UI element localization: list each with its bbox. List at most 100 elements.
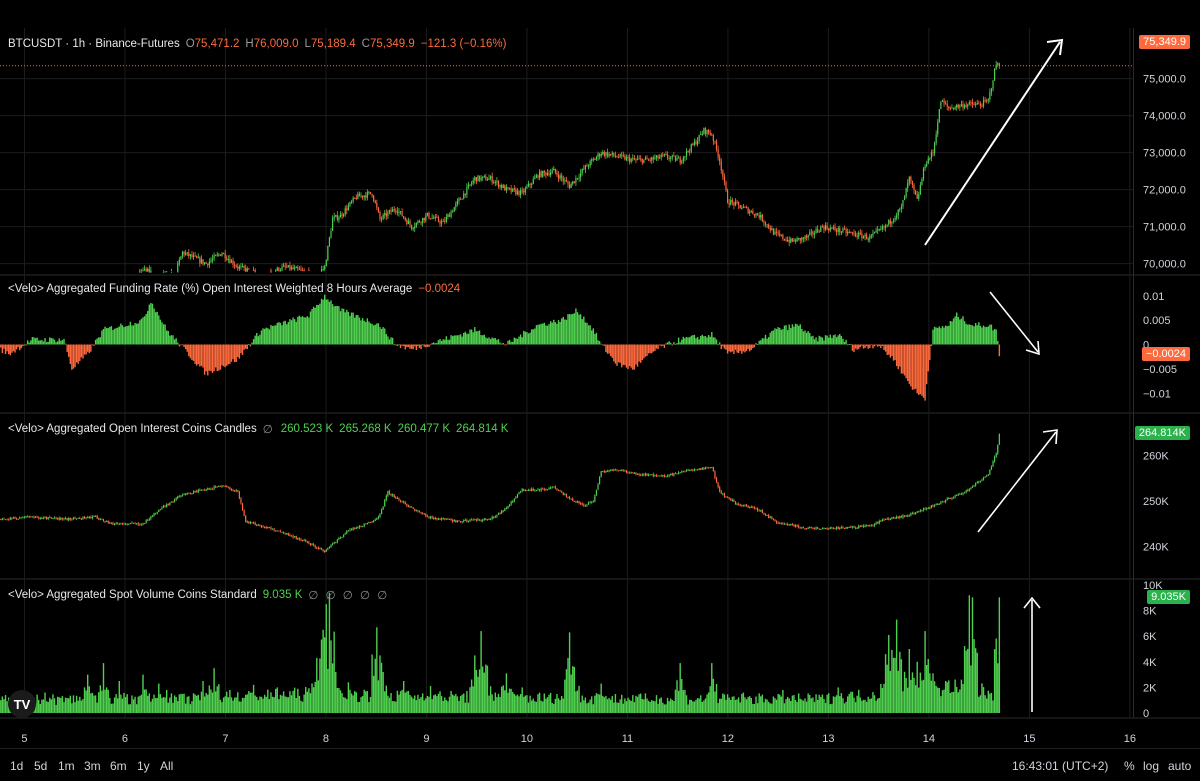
- funding-bar: [690, 335, 692, 345]
- oi-title[interactable]: <Velo> Aggregated Open Interest Coins Ca…: [8, 423, 257, 435]
- volume-bar: [218, 684, 220, 713]
- log-toggle[interactable]: log: [1143, 759, 1160, 773]
- volume-bar: [633, 702, 636, 713]
- volume-bar: [102, 663, 105, 713]
- price-candle-body: [194, 255, 196, 257]
- funding-bar: [687, 337, 689, 345]
- oi-candle-body: [175, 498, 177, 500]
- funding-bar: [703, 336, 705, 345]
- timeframe-1d[interactable]: 1d: [10, 759, 24, 773]
- funding-bar: [494, 338, 497, 345]
- volume-bar: [341, 693, 343, 713]
- funding-bar: [933, 326, 936, 345]
- symbol-title[interactable]: BTCUSDT · 1h · Binance-Futures: [8, 38, 180, 50]
- volume-bar: [137, 696, 139, 713]
- price-candle-body: [226, 258, 228, 260]
- price-candle-body: [708, 130, 710, 133]
- price-candle-body: [837, 228, 839, 232]
- annotation-arrowhead: [1023, 596, 1041, 609]
- clock-time[interactable]: 16:43:01 (UTC+2): [1012, 759, 1109, 773]
- funding-bar: [342, 308, 345, 345]
- timeframe-3m[interactable]: 3m: [84, 759, 101, 773]
- volume-bar: [463, 693, 465, 713]
- oi-candle-body: [614, 469, 617, 471]
- price-candle-body: [415, 222, 417, 227]
- funding-bar: [718, 342, 721, 345]
- price-candle-body: [455, 203, 457, 208]
- oi-candle-body: [82, 517, 84, 519]
- price-candle-body: [733, 202, 735, 206]
- timeframe-all[interactable]: All: [160, 759, 174, 773]
- volume-bar: [259, 696, 261, 713]
- price-candle-body: [678, 157, 680, 159]
- funding-bar: [693, 334, 696, 345]
- funding-bar: [873, 344, 876, 347]
- oi-candle-body: [561, 491, 563, 493]
- oi-candle-body: [943, 501, 945, 503]
- volume-bar: [211, 692, 214, 713]
- timeframe-1y[interactable]: 1y: [137, 759, 150, 773]
- funding-bar: [526, 332, 528, 345]
- funding-bar: [396, 344, 399, 347]
- price-candle-body: [532, 179, 534, 184]
- price-candle-body: [139, 270, 141, 273]
- volume-empty-values: ∅ ∅ ∅ ∅ ∅: [308, 590, 390, 602]
- volume-bar: [317, 680, 320, 713]
- volume-bar: [456, 696, 459, 713]
- oi-candle-body: [962, 492, 964, 495]
- oi-candle-body: [240, 498, 242, 504]
- volume-bar: [703, 700, 705, 713]
- oi-candle-body: [407, 505, 410, 507]
- oi-candle-body: [140, 524, 143, 526]
- oi-candle-body: [371, 521, 373, 523]
- volume-bar: [767, 701, 770, 713]
- oi-candle-body: [344, 533, 346, 535]
- funding-bar: [771, 330, 773, 345]
- price-candle-body: [611, 152, 613, 155]
- funding-bar: [974, 323, 977, 345]
- oi-candle-body: [197, 490, 199, 493]
- funding-bar: [608, 344, 610, 354]
- percent-toggle[interactable]: %: [1124, 759, 1135, 773]
- funding-title[interactable]: <Velo> Aggregated Funding Rate (%) Open …: [8, 283, 413, 295]
- price-candle-body: [951, 107, 953, 109]
- price-candle-body: [736, 201, 738, 203]
- auto-toggle[interactable]: auto: [1168, 759, 1192, 773]
- timeframe-1m[interactable]: 1m: [58, 759, 75, 773]
- volume-bar: [335, 672, 337, 713]
- volume-bar: [726, 694, 729, 713]
- funding-bar: [224, 344, 226, 368]
- price-candle-body: [798, 237, 800, 239]
- volume-bar: [603, 697, 606, 713]
- funding-bar: [244, 344, 247, 349]
- chart-canvas[interactable]: 5 6 7 8 9 10 11 12 13 14 15 1675,000.074,000.073,00…: [0, 0, 1200, 748]
- price-candle-body: [862, 236, 865, 239]
- price-candle-body: [715, 141, 718, 150]
- funding-bar: [71, 344, 73, 370]
- oi-candle-body: [58, 517, 60, 520]
- oi-candle-body: [858, 525, 860, 528]
- volume-bar: [172, 702, 174, 713]
- timeframe-6m[interactable]: 6m: [110, 759, 127, 773]
- price-candle-body: [360, 195, 362, 197]
- volume-bar: [243, 697, 245, 713]
- funding-bar: [483, 334, 485, 345]
- oi-candle-body: [477, 519, 479, 521]
- timeframe-5d[interactable]: 5d: [34, 759, 48, 773]
- volume-bar: [883, 683, 885, 713]
- oi-candle-body: [813, 528, 816, 530]
- price-candle-body: [388, 210, 391, 213]
- open-value: 75,471.2: [194, 38, 240, 50]
- funding-bar: [845, 339, 847, 345]
- price-candle-body: [368, 192, 370, 194]
- volume-title[interactable]: <Velo> Aggregated Spot Volume Coins Stan…: [8, 589, 257, 601]
- oi-candle-body: [570, 498, 572, 500]
- funding-bar: [709, 336, 711, 345]
- volume-tick-label: 8K: [1143, 606, 1157, 618]
- oi-candle-body: [848, 526, 850, 528]
- tradingview-logo[interactable]: TV: [8, 690, 36, 718]
- oi-candle-body: [723, 493, 726, 497]
- volume-bar: [613, 702, 615, 713]
- oi-candle-body: [313, 544, 315, 546]
- oi-candle-body: [613, 469, 615, 471]
